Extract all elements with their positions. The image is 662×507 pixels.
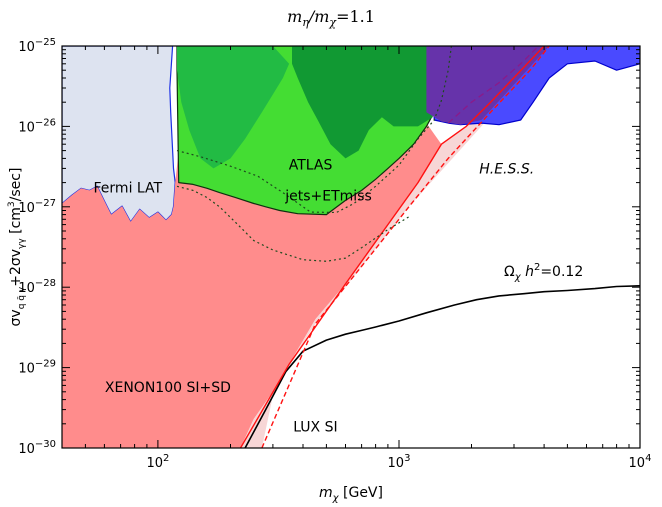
annotation-jets-etmiss: jets+ETmiss: [284, 188, 372, 204]
x-tick-label: 104: [629, 453, 652, 471]
series-atlas-band-2: [292, 46, 436, 159]
annotation-lux-si: LUX SI: [293, 420, 337, 436]
y-tick-label: 10−29: [18, 359, 56, 377]
tick-layer: 102 103 104 10−30 10−29 10−28 10−27 10−26 10−25: [18, 37, 651, 471]
x-axis-title: mχ [GeV]: [319, 485, 383, 504]
plot-frame: [61, 45, 641, 449]
annotation-xenon100-si-sd: XENON100 SI+SD: [105, 380, 231, 396]
x-tick-label: 103: [388, 453, 411, 471]
annotation-h-e-s-s: H.E.S.S.: [479, 161, 534, 177]
y-tick-label: 10−26: [18, 117, 56, 135]
series-atlas-dotted-lower: [176, 185, 410, 262]
y-axis-title: σvq q̄ γ+2σvγγ [cm3/sec]: [7, 168, 27, 327]
series-atlas-dotted-upper: [176, 46, 452, 214]
y-tick-label: 10−27: [18, 198, 56, 216]
annotation-fermi-lat: Fermi LAT: [94, 181, 163, 197]
series-h-e-s-s-dashed: [447, 46, 540, 124]
series-lux-boundary: [261, 46, 550, 448]
annotation-atlas: ATLAS: [289, 158, 333, 174]
series-xenon-boundary: [239, 46, 545, 448]
series-lux-si: [240, 82, 521, 448]
x-tick-label: 102: [146, 453, 169, 471]
series-layer: [62, 46, 640, 448]
relic-density-label: Ωχ h2=0.12: [504, 262, 583, 283]
y-tick-label: 10−25: [18, 37, 56, 55]
y-tick-label: 10−28: [18, 278, 56, 296]
series-atlas-band: [177, 46, 290, 169]
annotation-layer: Fermi LAT ATLAS jets+ETmiss XENON100 SI+SD L…: [94, 158, 535, 436]
y-tick-label: 10−30: [18, 439, 56, 457]
chart-title: mη/mχ=1.1: [287, 7, 375, 29]
